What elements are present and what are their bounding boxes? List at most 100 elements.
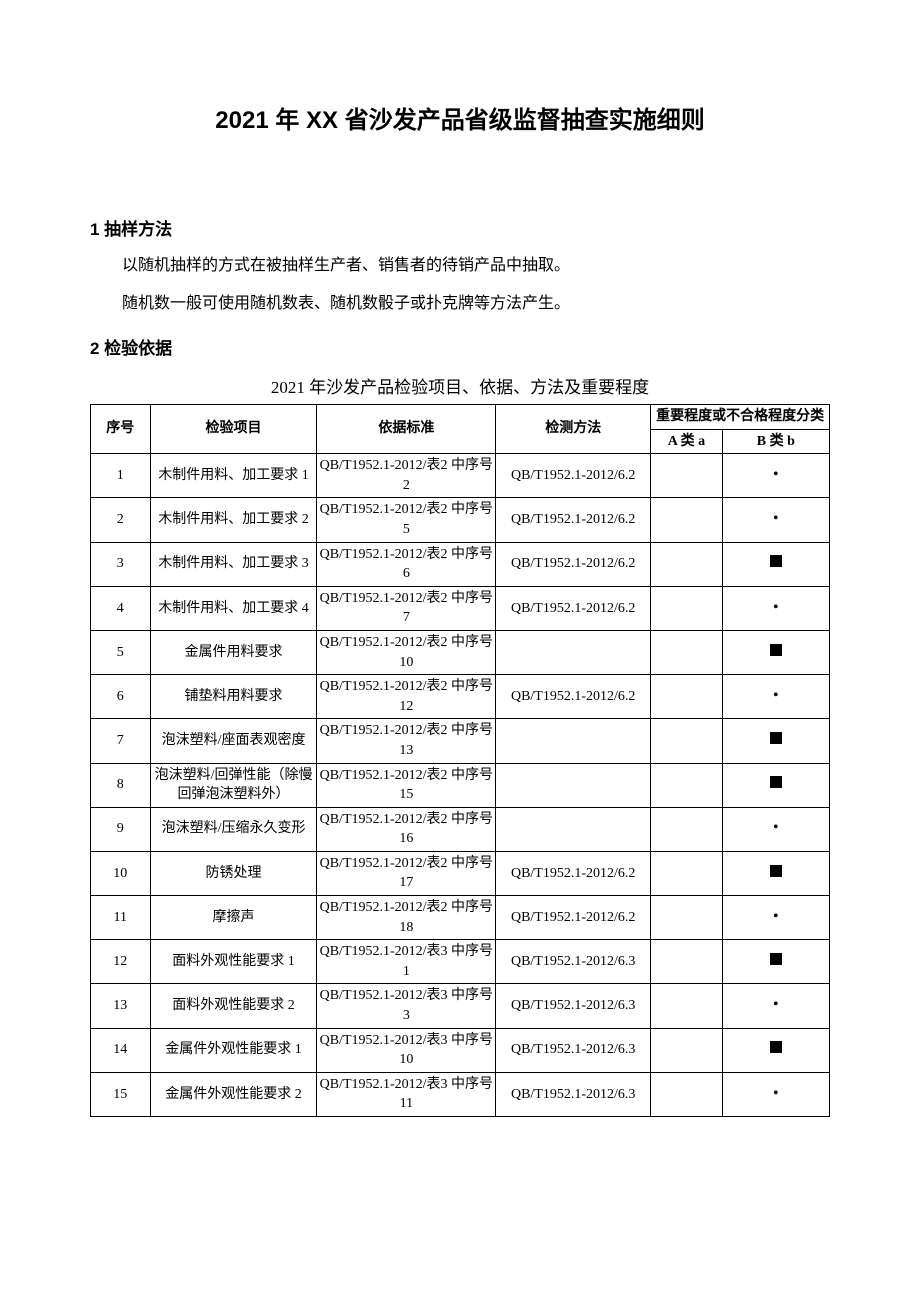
cell-class-b (722, 940, 829, 984)
table-row: 10防锈处理QB/T1952.1-2012/表2 中序号 17QB/T1952.… (91, 851, 830, 895)
cell-standard: QB/T1952.1-2012/表2 中序号 7 (317, 586, 496, 630)
cell-idx: 15 (91, 1072, 151, 1116)
cell-standard: QB/T1952.1-2012/表2 中序号 17 (317, 851, 496, 895)
table-row: 6铺垫料用料要求QB/T1952.1-2012/表2 中序号 12QB/T195… (91, 675, 830, 719)
cell-standard: QB/T1952.1-2012/表2 中序号 16 (317, 807, 496, 851)
col-header-idx: 序号 (91, 405, 151, 454)
square-mark-icon (770, 732, 782, 744)
dot-mark-icon: • (773, 820, 779, 836)
cell-class-b: • (722, 984, 829, 1028)
table-row: 1木制件用料、加工要求 1QB/T1952.1-2012/表2 中序号 2QB/… (91, 454, 830, 498)
cell-standard: QB/T1952.1-2012/表3 中序号 1 (317, 940, 496, 984)
cell-item: 木制件用料、加工要求 1 (150, 454, 317, 498)
cell-class-b (722, 542, 829, 586)
section-2-heading: 2 检验依据 (90, 334, 830, 359)
cell-class-a (651, 807, 723, 851)
cell-class-b: • (722, 1072, 829, 1116)
table-row: 5金属件用料要求QB/T1952.1-2012/表2 中序号 10 (91, 630, 830, 674)
cell-item: 摩擦声 (150, 896, 317, 940)
cell-item: 泡沫塑料/压缩永久变形 (150, 807, 317, 851)
table-row: 7泡沫塑料/座面表观密度QB/T1952.1-2012/表2 中序号 13 (91, 719, 830, 763)
square-mark-icon (770, 644, 782, 656)
square-mark-icon (770, 865, 782, 877)
cell-method: QB/T1952.1-2012/6.3 (496, 984, 651, 1028)
square-mark-icon (770, 953, 782, 965)
cell-item: 泡沫塑料/回弹性能（除慢回弹泡沫塑料外） (150, 763, 317, 807)
cell-class-a (651, 896, 723, 940)
cell-class-b: • (722, 807, 829, 851)
cell-idx: 1 (91, 454, 151, 498)
col-header-std: 依据标准 (317, 405, 496, 454)
cell-class-a (651, 1072, 723, 1116)
table-head-row-1: 序号 检验项目 依据标准 检测方法 重要程度或不合格程度分类 (91, 405, 830, 430)
cell-idx: 3 (91, 542, 151, 586)
cell-idx: 5 (91, 630, 151, 674)
table-row: 11摩擦声QB/T1952.1-2012/表2 中序号 18QB/T1952.1… (91, 896, 830, 940)
cell-idx: 4 (91, 586, 151, 630)
cell-class-b (722, 851, 829, 895)
section-1-para-1: 以随机抽样的方式在被抽样生产者、销售者的待销产品中抽取。 (90, 250, 830, 282)
cell-standard: QB/T1952.1-2012/表2 中序号 18 (317, 896, 496, 940)
cell-class-b (722, 763, 829, 807)
cell-method: QB/T1952.1-2012/6.2 (496, 542, 651, 586)
cell-item: 泡沫塑料/座面表观密度 (150, 719, 317, 763)
page-title: 2021 年 XX 省沙发产品省级监督抽查实施细则 (90, 100, 830, 135)
table-body: 1木制件用料、加工要求 1QB/T1952.1-2012/表2 中序号 2QB/… (91, 454, 830, 1117)
dot-mark-icon: • (773, 997, 779, 1013)
cell-method: QB/T1952.1-2012/6.2 (496, 896, 651, 940)
col-header-method: 检测方法 (496, 405, 651, 454)
cell-method: QB/T1952.1-2012/6.2 (496, 675, 651, 719)
col-header-item: 检验项目 (150, 405, 317, 454)
table-caption: 2021 年沙发产品检验项目、依据、方法及重要程度 (90, 373, 830, 398)
cell-method (496, 763, 651, 807)
cell-item: 金属件外观性能要求 1 (150, 1028, 317, 1072)
cell-class-a (651, 984, 723, 1028)
cell-idx: 14 (91, 1028, 151, 1072)
dot-mark-icon: • (773, 688, 779, 704)
cell-idx: 13 (91, 984, 151, 1028)
cell-idx: 2 (91, 498, 151, 542)
cell-item: 金属件用料要求 (150, 630, 317, 674)
cell-item: 木制件用料、加工要求 4 (150, 586, 317, 630)
cell-class-a (651, 454, 723, 498)
cell-standard: QB/T1952.1-2012/表3 中序号 11 (317, 1072, 496, 1116)
table-row: 13面料外观性能要求 2QB/T1952.1-2012/表3 中序号 3QB/T… (91, 984, 830, 1028)
cell-idx: 9 (91, 807, 151, 851)
cell-class-a (651, 630, 723, 674)
cell-class-a (651, 940, 723, 984)
cell-class-a (651, 498, 723, 542)
table-row: 4木制件用料、加工要求 4QB/T1952.1-2012/表2 中序号 7QB/… (91, 586, 830, 630)
cell-method: QB/T1952.1-2012/6.3 (496, 1072, 651, 1116)
cell-idx: 7 (91, 719, 151, 763)
dot-mark-icon: • (773, 600, 779, 616)
col-header-b: B 类 b (722, 429, 829, 454)
cell-method: QB/T1952.1-2012/6.3 (496, 1028, 651, 1072)
inspection-table: 序号 检验项目 依据标准 检测方法 重要程度或不合格程度分类 A 类 a B 类… (90, 404, 830, 1117)
table-row: 3木制件用料、加工要求 3QB/T1952.1-2012/表2 中序号 6QB/… (91, 542, 830, 586)
cell-class-a (651, 1028, 723, 1072)
cell-standard: QB/T1952.1-2012/表2 中序号 13 (317, 719, 496, 763)
cell-item: 金属件外观性能要求 2 (150, 1072, 317, 1116)
cell-class-a (651, 719, 723, 763)
document-page: 2021 年 XX 省沙发产品省级监督抽查实施细则 1 抽样方法 以随机抽样的方… (0, 0, 920, 1177)
table-row: 9泡沫塑料/压缩永久变形QB/T1952.1-2012/表2 中序号 16 • (91, 807, 830, 851)
cell-class-b: • (722, 586, 829, 630)
col-header-importance: 重要程度或不合格程度分类 (651, 405, 830, 430)
square-mark-icon (770, 1041, 782, 1053)
square-mark-icon (770, 555, 782, 567)
cell-class-b: • (722, 454, 829, 498)
dot-mark-icon: • (773, 511, 779, 527)
cell-standard: QB/T1952.1-2012/表2 中序号 2 (317, 454, 496, 498)
cell-item: 面料外观性能要求 1 (150, 940, 317, 984)
cell-class-b (722, 1028, 829, 1072)
col-header-a: A 类 a (651, 429, 723, 454)
cell-class-b: • (722, 498, 829, 542)
cell-class-a (651, 763, 723, 807)
cell-idx: 12 (91, 940, 151, 984)
cell-idx: 8 (91, 763, 151, 807)
dot-mark-icon: • (773, 1086, 779, 1102)
cell-method: QB/T1952.1-2012/6.2 (496, 454, 651, 498)
cell-idx: 11 (91, 896, 151, 940)
section-1-heading: 1 抽样方法 (90, 215, 830, 240)
square-mark-icon (770, 776, 782, 788)
